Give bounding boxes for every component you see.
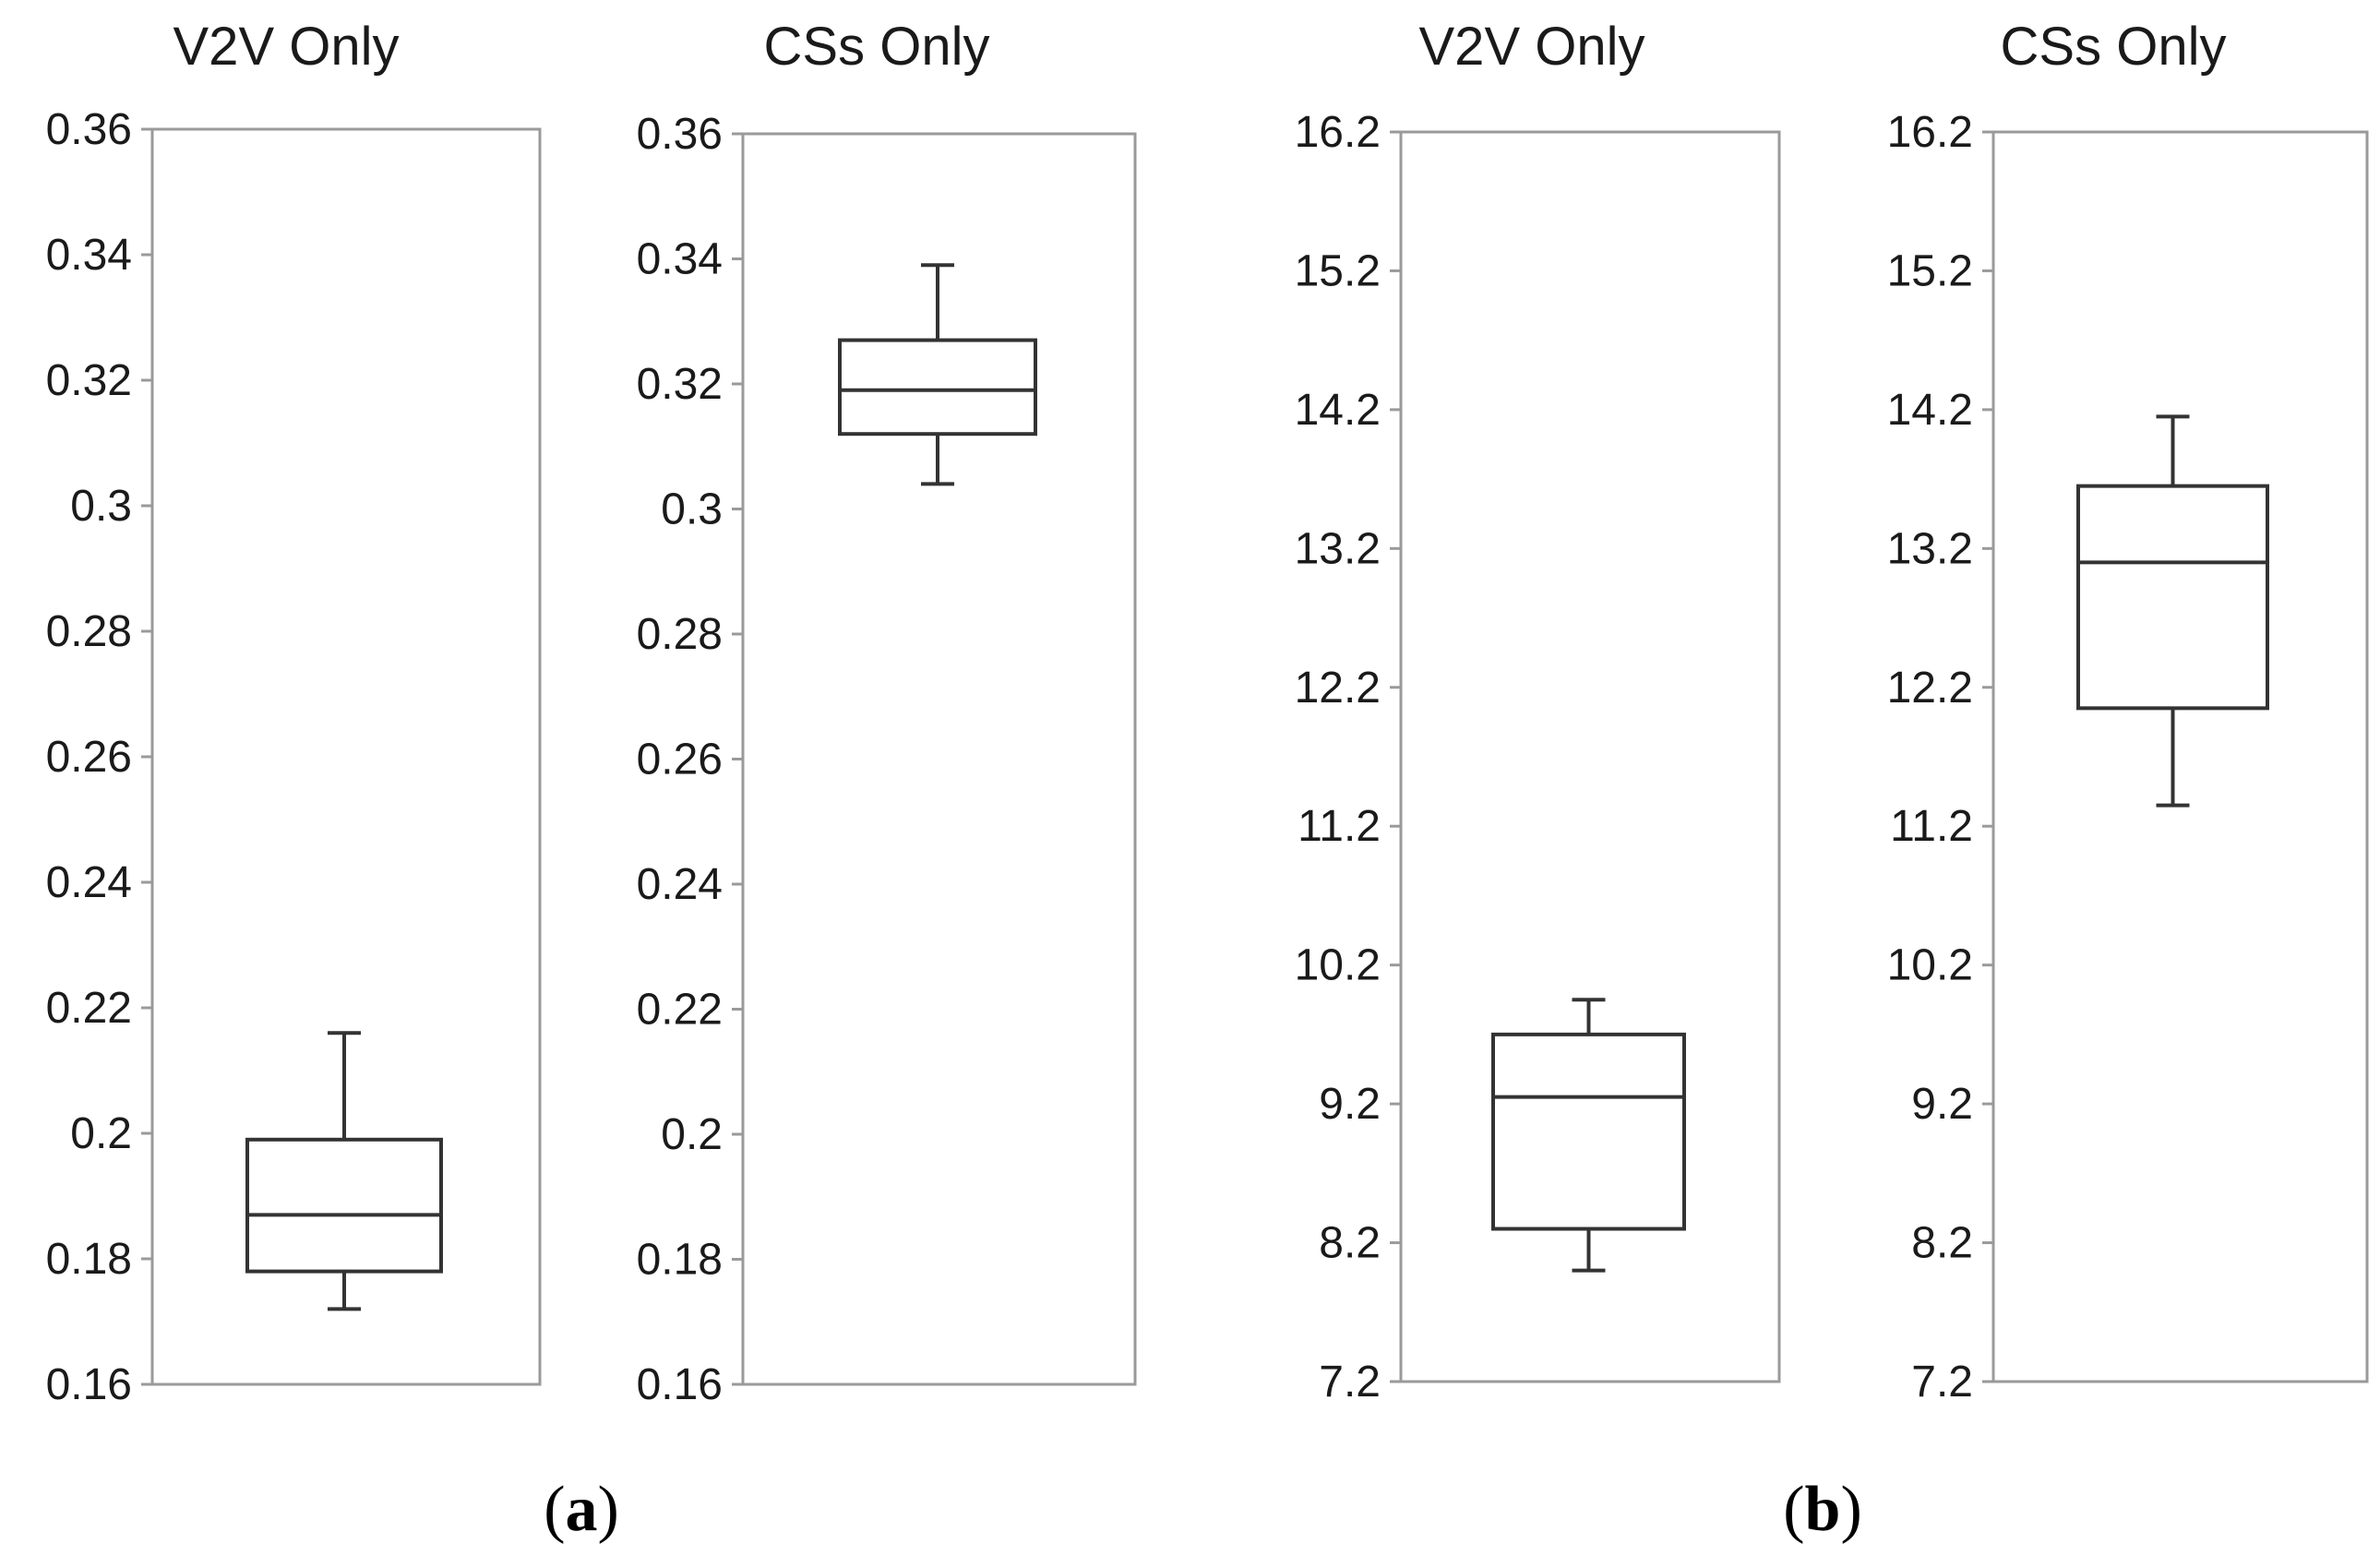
- y-tick-label: 13.2: [1295, 524, 1381, 573]
- y-tick-label: 16.2: [1295, 108, 1381, 157]
- box-plot-panels: V2V Only 0.36 0.34 0.32 0.3 0.28 0.26 0.24 0.22 0…: [46, 17, 2369, 1409]
- caption-a-letter: a: [566, 1474, 598, 1545]
- y-tick-label: 14.2: [1295, 386, 1381, 435]
- y-tick-label: 7.2: [1319, 1358, 1381, 1406]
- y-tick-label: 10.2: [1295, 941, 1381, 990]
- y-tick-label: 15.2: [1295, 246, 1381, 295]
- y-tick-label: 0.2: [661, 1110, 723, 1159]
- y-tick-label: 0.32: [637, 360, 723, 409]
- iqr-box: [1491, 1032, 1686, 1231]
- y-tick-label: 0.16: [637, 1360, 723, 1409]
- panel-2: CSs Only 0.36 0.34 0.32 0.3 0.28 0.26 0.24 0.22 0…: [637, 17, 1137, 1409]
- iqr-box: [838, 338, 1037, 437]
- y-tick-label: 0.18: [637, 1236, 723, 1285]
- y-tick-label: 0.34: [46, 231, 132, 280]
- y-tick-label: 13.2: [1887, 524, 1973, 573]
- panel-title: CSs Only: [764, 17, 990, 77]
- y-tick-label: 9.2: [1911, 1080, 1973, 1129]
- y-tick-label: 12.2: [1887, 664, 1973, 712]
- y-tick-label: 0.34: [637, 235, 723, 284]
- y-tick-label: 0.28: [46, 607, 132, 656]
- plot-frame: [1991, 130, 2369, 1383]
- panel-1: V2V Only 0.36 0.34 0.32 0.3 0.28 0.26 0.24 0.22 0…: [46, 17, 542, 1409]
- y-tick-label: 12.2: [1295, 664, 1381, 712]
- y-tick-label: 9.2: [1319, 1080, 1381, 1129]
- y-tick-label: 0.3: [70, 482, 132, 531]
- y-tick-label: 0.26: [637, 736, 723, 784]
- y-tick-label: 0.22: [46, 984, 132, 1033]
- panel-title: CSs Only: [2001, 17, 2227, 77]
- y-tick-label: 10.2: [1887, 941, 1973, 990]
- panel-3: V2V Only 16.2 15.2 14.2 13.2 12.2 11.2 10.2 9.2 8…: [1295, 17, 1781, 1406]
- y-tick-label: 14.2: [1887, 386, 1973, 435]
- y-tick-label: 0.24: [637, 860, 723, 909]
- y-tick-label: 15.2: [1887, 246, 1973, 295]
- panel-4: CSs Only 16.2 15.2 14.2 13.2 12.2 11.2 10.2 9.2 8…: [1887, 17, 2369, 1406]
- plot-frame: [150, 127, 542, 1386]
- caption-b-letter: b: [1805, 1474, 1841, 1545]
- plot-frame: [1399, 130, 1781, 1383]
- iqr-box: [245, 1137, 443, 1274]
- y-tick-label: 8.2: [1911, 1219, 1973, 1268]
- y-tick-label: 0.28: [637, 610, 723, 659]
- y-tick-label: 8.2: [1319, 1219, 1381, 1268]
- y-tick-label: 11.2: [1890, 802, 1973, 851]
- y-tick-label: 0.26: [46, 733, 132, 782]
- y-tick-label: 11.2: [1298, 802, 1381, 851]
- y-tick-label: 7.2: [1911, 1358, 1973, 1406]
- y-tick-label: 0.18: [46, 1235, 132, 1284]
- caption-a: (a): [544, 1474, 619, 1545]
- y-tick-label: 0.36: [637, 110, 723, 159]
- y-tick-label: 0.36: [46, 105, 132, 154]
- panel-title: V2V Only: [1419, 17, 1645, 77]
- y-tick-label: 0.2: [70, 1109, 132, 1158]
- y-tick-label: 0.16: [46, 1360, 132, 1409]
- y-tick-label: 0.24: [46, 858, 132, 907]
- y-tick-label: 0.32: [46, 356, 132, 405]
- y-tick-label: 0.3: [661, 485, 723, 534]
- panel-title: V2V Only: [173, 17, 400, 77]
- y-tick-label: 16.2: [1887, 108, 1973, 157]
- iqr-box: [2076, 484, 2269, 711]
- caption-b: (b): [1783, 1474, 1862, 1545]
- y-tick-label: 0.22: [637, 986, 723, 1035]
